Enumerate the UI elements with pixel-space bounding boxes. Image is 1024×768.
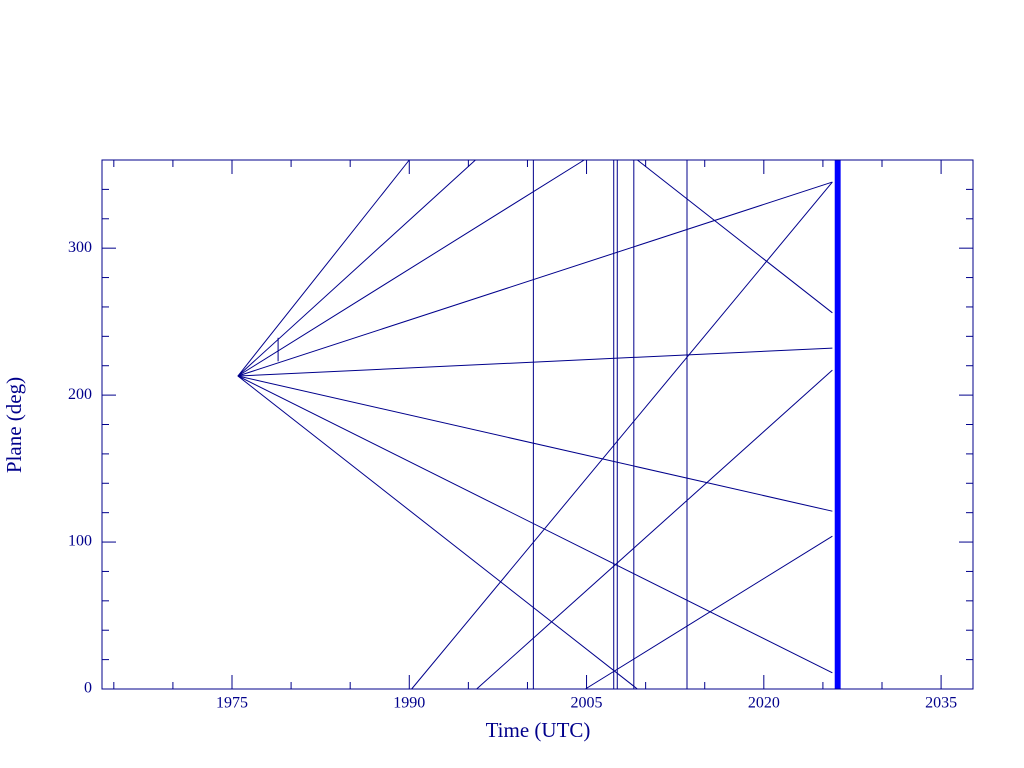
data-line <box>411 181 833 690</box>
y-tick-label: 100 <box>68 533 92 550</box>
data-line <box>237 181 833 377</box>
plot-frame <box>101 159 974 690</box>
band <box>834 160 841 689</box>
data-line <box>237 375 833 512</box>
y-tick-label: 300 <box>68 239 92 256</box>
data-line <box>237 375 638 690</box>
x-tick-label: 2020 <box>748 695 780 712</box>
data-line <box>476 369 833 690</box>
data-line <box>237 375 833 674</box>
data-line <box>237 159 410 377</box>
y-tick-label: 0 <box>84 680 92 697</box>
y-axis-label: Plane (deg) <box>2 377 26 473</box>
data-line <box>237 159 476 377</box>
x-tick-label: 1975 <box>216 695 248 712</box>
y-tick-label: 200 <box>68 386 92 403</box>
x-tick-label: 2035 <box>925 695 957 712</box>
data-line <box>237 159 585 377</box>
data-line <box>585 535 833 690</box>
data-line <box>637 159 833 314</box>
data-line <box>237 347 833 377</box>
x-tick-label: 1990 <box>393 695 425 712</box>
x-axis-label: Time (UTC) <box>486 718 591 742</box>
x-tick-label: 2005 <box>571 695 603 712</box>
